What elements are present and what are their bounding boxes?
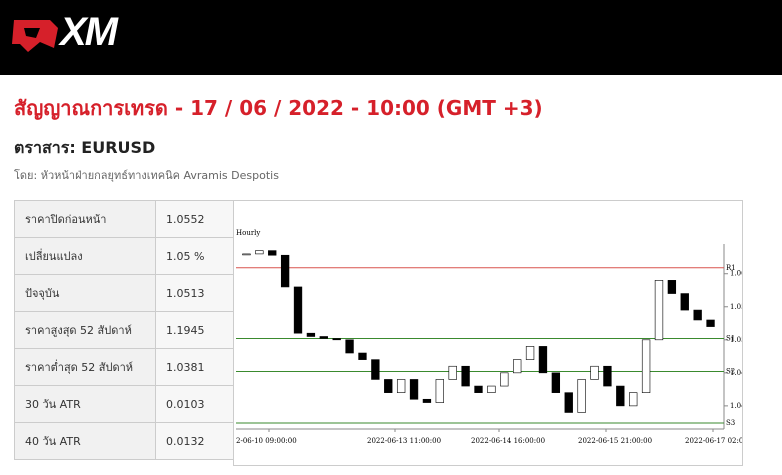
candle: [616, 385, 625, 407]
candle: [525, 346, 535, 360]
author: โดย: หัวหน้าฝ่ายกลยุทธ์ทางเทคนิค Avramis…: [14, 169, 279, 182]
table-row: 30 วัน ATR 0.0103: [14, 385, 234, 423]
candle: [435, 379, 444, 403]
candle: [358, 352, 367, 360]
table-row: ราคาสูงสุด 52 สัปดาห์ 1.1945: [14, 311, 234, 349]
candle: [319, 336, 328, 339]
candle: [345, 339, 354, 354]
level-label: S1: [726, 334, 735, 342]
cell-label: เปลี่ยนแปลง: [14, 237, 156, 275]
table-row: ราคาปิดก่อนหน้า 1.0552: [14, 200, 234, 238]
instrument: ตราสาร: EURUSD: [14, 138, 156, 157]
chart: Hourly 1.0400 1.0450 1.0500 1.0550 1.0600R1 S…: [233, 200, 743, 466]
candle: [409, 379, 419, 400]
y-tick-label: 1.0450: [730, 369, 743, 377]
table-row: ปัจจุบัน 1.0513: [14, 274, 234, 312]
candle: [590, 365, 599, 380]
cell-label: ราคาสูงสุด 52 สัปดาห์: [14, 311, 156, 349]
x-tick-label: 2022-06-17 02:00:00: [685, 437, 743, 445]
header: XM: [0, 0, 782, 75]
candle: [306, 332, 316, 337]
candle: [293, 286, 303, 334]
cell-value: 1.0513: [155, 274, 234, 312]
candle: [371, 359, 380, 380]
level-label: S2: [726, 368, 735, 376]
candle: [242, 253, 251, 256]
candle: [384, 379, 393, 393]
y-tick-label: 1.0400: [730, 402, 743, 410]
candle: [629, 392, 638, 407]
candle: [396, 379, 406, 393]
cell-label: 40 วัน ATR: [14, 422, 156, 460]
table-row: ราคาต่ำสุด 52 สัปดาห์ 1.0381: [14, 348, 234, 386]
candle: [654, 280, 664, 341]
cell-label: ราคาต่ำสุด 52 สัปดาห์: [14, 348, 156, 386]
table-row: 40 วัน ATR 0.0132: [14, 422, 234, 460]
cell-value: 0.0132: [155, 422, 234, 460]
candle: [487, 385, 496, 393]
cell-label: 30 วัน ATR: [14, 385, 156, 423]
candle: [551, 372, 561, 393]
level-label: S3: [726, 419, 735, 427]
candle: [564, 392, 573, 413]
candle: [268, 250, 277, 256]
candle: [474, 385, 483, 393]
candle: [332, 338, 341, 341]
y-tick-label: 1.0500: [730, 336, 743, 344]
candle: [680, 293, 689, 311]
candle: [448, 365, 457, 380]
cell-value: 1.1945: [155, 311, 234, 349]
candle: [500, 372, 509, 387]
level-label: R1: [726, 264, 736, 272]
cell-value: 1.0552: [155, 200, 234, 238]
candle: [706, 319, 715, 327]
cell-label: ราคาปิดก่อนหน้า: [14, 200, 156, 238]
logo-icon: [12, 20, 58, 52]
cell-value: 0.0103: [155, 385, 234, 423]
cell-label: ปัจจุบัน: [14, 274, 156, 312]
candle: [280, 254, 290, 288]
candle: [461, 365, 470, 387]
candle: [603, 365, 612, 387]
x-tick-label: 2-06-10 09:00:00: [236, 437, 297, 445]
table-row: เปลี่ยนแปลง 1.05 %: [14, 237, 234, 275]
candle: [693, 309, 702, 321]
y-tick-label: 1.0550: [730, 303, 743, 311]
y-tick-label: 1.0600: [730, 270, 743, 278]
candle: [538, 346, 548, 374]
chart-title: Hourly: [236, 229, 260, 237]
candle: [422, 398, 432, 403]
candle: [641, 339, 651, 393]
candle: [255, 250, 264, 255]
cell-value: 1.0381: [155, 348, 234, 386]
page-title: สัญญาณการเทรด - 17 / 06 / 2022 - 10:00 (…: [14, 96, 543, 120]
candle: [667, 280, 677, 294]
x-tick-label: 2022-06-14 16:00:00: [471, 437, 545, 445]
x-tick-label: 2022-06-15 21:00:00: [578, 437, 652, 445]
candle: [513, 359, 522, 374]
stats-table: ราคาปิดก่อนหน้า 1.0552 เปลี่ยนแปลง 1.05 % ปั…: [14, 200, 234, 460]
x-tick-label: 2022-06-13 11:00:00: [367, 437, 441, 445]
logo[interactable]: XM: [60, 10, 118, 54]
cell-value: 1.05 %: [155, 237, 234, 275]
candle: [577, 379, 586, 413]
